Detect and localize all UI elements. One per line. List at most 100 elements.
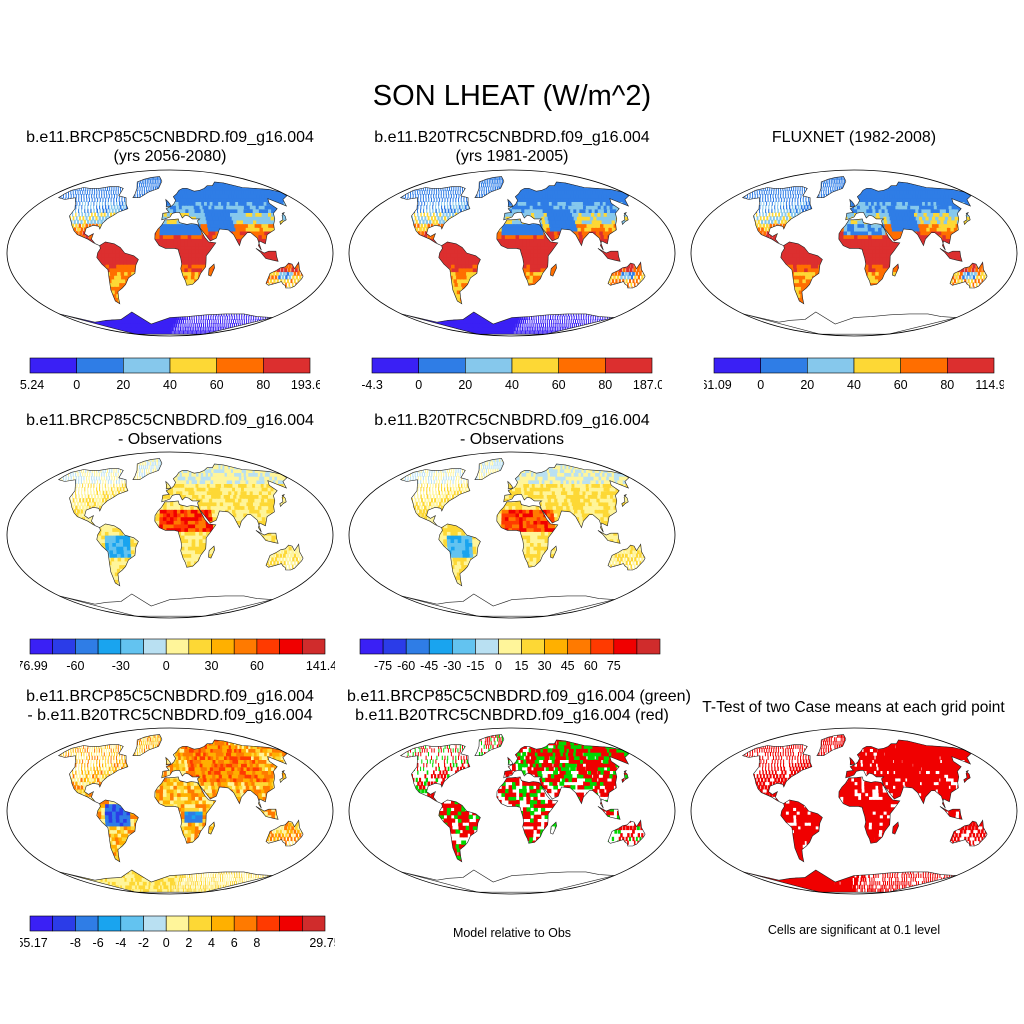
map-cell [162,253,167,258]
map-cell [522,308,526,313]
map-cell [91,293,98,298]
map-cell [512,301,516,306]
map-cell [170,249,175,254]
map-cell [198,245,204,250]
map-cell [401,297,410,302]
map-cell [138,201,141,206]
map-cell [121,230,125,236]
map-cell [325,246,330,250]
map-cell [125,182,127,188]
map-cell [73,304,82,309]
map-cell [122,293,128,298]
map-cell [247,216,254,221]
map-cell [191,253,196,258]
map-cell [102,205,104,210]
map-cell [137,253,142,258]
map-cell [153,179,155,184]
map-cell [215,308,217,313]
map-cell [77,219,80,225]
map-cell [206,249,211,254]
map-cell [316,238,321,242]
map-cell [547,330,549,335]
map-cell [147,176,149,180]
map-cell [523,326,525,332]
map-cell [276,227,283,232]
map-cell [71,234,75,239]
map-cell [174,186,178,191]
map-cell [103,212,106,217]
map-cell [145,230,150,236]
map-cell [521,293,525,298]
map-cell [85,289,92,295]
map-cell [119,201,121,206]
map-cell [101,216,105,221]
map-cell [191,323,193,328]
map-cell [489,293,495,298]
map-cell [191,256,196,261]
map-cell [542,319,544,324]
map-cell [202,197,208,202]
map-cell [216,238,221,243]
map-cell [173,286,178,291]
map-cell [119,205,122,210]
map-cell [293,293,295,298]
map-cell [220,319,221,324]
map-cell [65,304,74,309]
map-cell [49,198,50,202]
map-cell [58,238,60,243]
map-cell [148,182,150,188]
map-cell [44,216,45,220]
map-cell [99,297,106,302]
map-cell [269,278,273,284]
map-cell [286,297,288,302]
map-cell [55,231,58,235]
map-cell [217,315,219,320]
map-cell [164,312,169,317]
map-cell [155,249,160,254]
map-cell [29,246,33,250]
map-cell [289,201,298,206]
map-cell [557,319,559,324]
map-cell [166,179,169,184]
map-cell [255,301,257,306]
map-cell [35,209,36,213]
map-cell [97,179,98,184]
map-cell [22,246,26,250]
map-cell [264,315,266,320]
map-cell [166,241,171,247]
map-cell [449,308,457,313]
map-cell [199,286,204,291]
map-cell [162,260,167,265]
map-cell [184,267,189,273]
map-cell [63,194,64,199]
map-cell [532,301,536,306]
map-cell [426,297,433,302]
map-cell [179,190,184,195]
map-cell [24,216,25,220]
map-cell [234,323,235,328]
map-cell [132,227,136,232]
map-cell [506,308,511,313]
map-cell [426,293,433,298]
map-cell [602,315,604,320]
map-cell [62,304,71,309]
map-cell [188,208,193,213]
map-cell [257,315,259,320]
map-cell [25,249,29,253]
map-cell [96,190,98,195]
map-cell [75,208,76,213]
map-cell [261,212,268,217]
map-cell [617,308,619,313]
map-cell [531,330,533,335]
map-cell [170,208,174,213]
map-cell [249,286,252,291]
map-cell [190,312,192,317]
map-cell [300,256,304,261]
map-cell [296,256,301,261]
map-cell [407,293,415,298]
map-cell [444,297,451,302]
map-cell [255,293,257,298]
map-cell [438,304,446,309]
map-cell [599,304,601,309]
map-cell [538,315,540,320]
